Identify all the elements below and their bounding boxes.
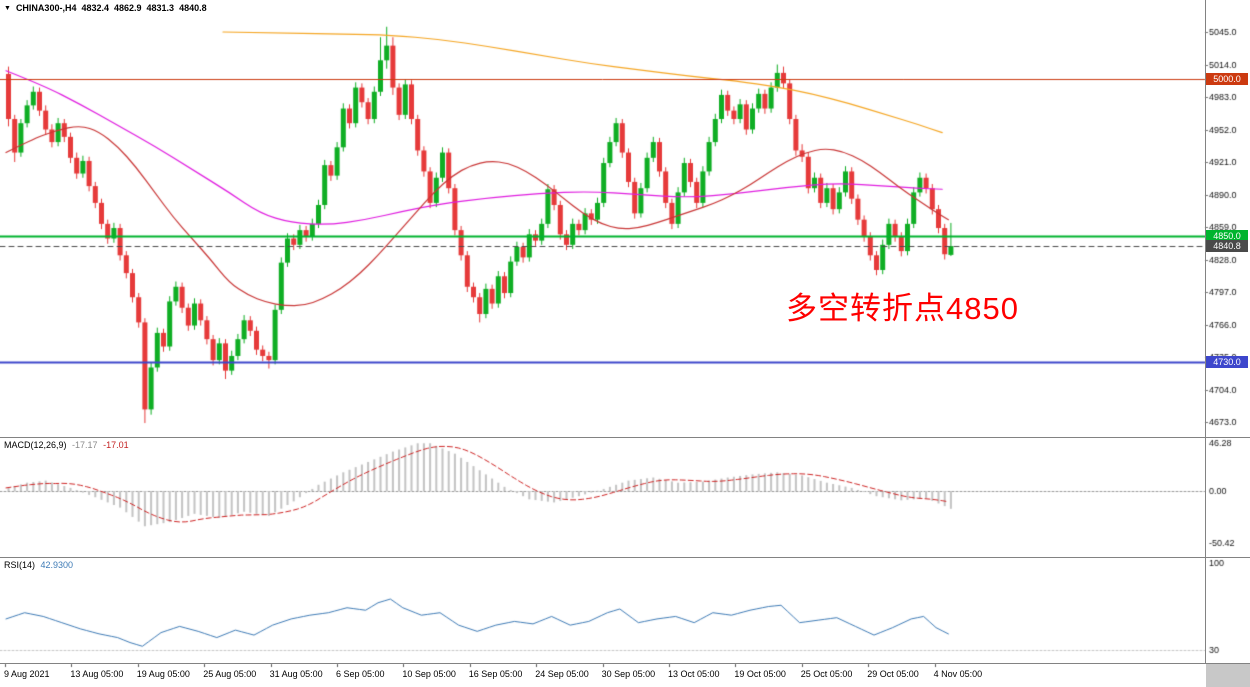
price-line-badge: 4850.0 [1206,230,1248,242]
symbol-period: CHINA300-,H4 [15,3,77,13]
time-scale[interactable]: 9 Aug 2021 13 Aug 05:00 19 Aug 05:00 25 Aug… [0,664,1250,687]
time-axis-label: 30 Sep 05:00 [601,669,656,679]
time-axis-label: 10 Sep 05:00 [402,669,456,679]
rsi-value: 42.9300 [40,560,74,570]
panel-separator-timescale[interactable] [0,663,1250,664]
time-axis-label: 24 Sep 05:00 [535,669,589,679]
time-axis-label: 4 Nov 05:00 [933,669,983,679]
symbol-quote-header: ▼ CHINA300-,H4 4832.4 4862.9 4831.3 4840… [4,3,207,13]
time-axis-label: 9 Aug 2021 [4,669,50,679]
quote-open: 4832.4 [81,3,109,13]
time-axis-label: 13 Aug 05:00 [70,669,124,679]
panel-separator-macd[interactable] [0,437,1250,438]
time-axis-label: 25 Oct 05:00 [800,669,853,679]
macd-name: MACD(12,26,9) [4,440,67,450]
price-scale-separator[interactable] [1205,0,1206,663]
time-axis-label: 16 Sep 05:00 [468,669,523,679]
quote-low: 4831.3 [146,3,175,13]
rsi-name: RSI(14) [4,560,36,570]
chart-annotation-text[interactable]: 多空转折点4850 [786,291,1019,326]
price-scale[interactable]: 5000.0 4850.0 4840.8 4730.0 [1206,0,1250,663]
macd-signal-value: -17.01 [103,440,129,450]
quote-close: 4840.8 [179,3,207,13]
time-axis-label: 19 Oct 05:00 [734,669,786,679]
price-line-badge: 4730.0 [1206,356,1248,368]
time-axis-label: 19 Aug 05:00 [136,669,190,679]
window-corner [1206,664,1250,687]
rsi-indicator-label: RSI(14) 42.9300 [4,560,73,570]
macd-main-value: -17.17 [72,440,98,450]
price-line-badge: 4840.8 [1206,240,1248,252]
time-axis-label: 25 Aug 05:00 [203,669,257,679]
macd-indicator-label: MACD(12,26,9) -17.17 -17.01 [4,440,129,450]
quick-trade-icon[interactable]: ▼ [4,4,11,12]
time-axis-label: 13 Oct 05:00 [668,669,720,679]
price-line-badge: 5000.0 [1206,73,1248,85]
time-axis-label: 6 Sep 05:00 [336,669,385,679]
panel-separator-rsi[interactable] [0,557,1250,558]
time-axis-label: 29 Oct 05:00 [867,669,919,679]
time-axis-label: 31 Aug 05:00 [269,669,323,679]
quote-high: 4862.9 [114,3,142,13]
